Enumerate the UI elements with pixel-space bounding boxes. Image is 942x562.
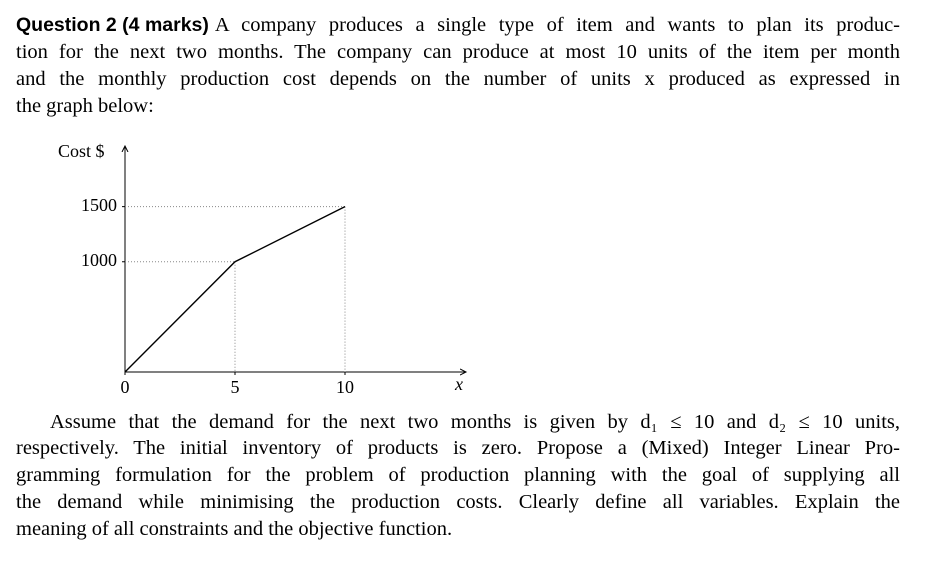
body-line: Assume that the demand for the next two … [50, 411, 900, 433]
intro-line: the graph below: [16, 95, 154, 117]
cost-line [124, 206, 346, 373]
intro-line: and the monthly production cost depends … [16, 68, 900, 90]
x-tick-label: 5 [231, 377, 240, 397]
y-axis-label: Cost $ [58, 141, 105, 161]
y-tick-label: 1000 [81, 250, 117, 270]
x-axis-label: x [454, 374, 463, 394]
body-line: the demand while minimising the producti… [16, 491, 900, 513]
body-line: gramming formulation for the problem of … [16, 464, 900, 486]
x-tick-label: 10 [336, 377, 354, 397]
chart: Cost $ x 1000 1500 0 5 10 [58, 141, 942, 397]
intro-text: A company produces a single type of item… [214, 14, 900, 36]
y-tick-label: 1500 [81, 195, 117, 215]
intro-line: tion for the next two months. The compan… [16, 41, 900, 63]
body-line: meaning of all constraints and the objec… [16, 518, 453, 540]
intro-line: Question 2 (4 marks) A company produces … [16, 12, 900, 38]
question-label: Question 2 (4 marks) [16, 14, 209, 36]
body-line: respectively. The initial inventory of p… [16, 437, 900, 459]
x-tick-label: 0 [121, 377, 130, 397]
